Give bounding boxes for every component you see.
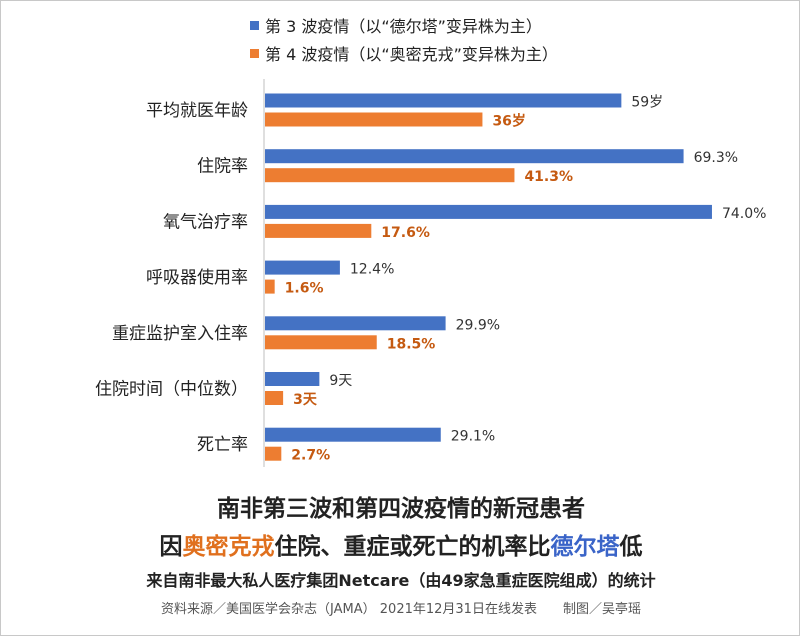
caption-subtitle-middle: 住院、重症或死亡的机率比 [274,534,551,560]
category-label: 住院率 [197,157,248,177]
data-label-wave3: 9天 [329,373,352,389]
legend-item-wave3: 第 3 波疫情（以“德尔塔”变异株为主） [250,13,542,37]
caption-subtitle: 因奥密克戎住院、重症或死亡的机率比德尔塔低 [1,527,800,561]
data-label-wave4: 36岁 [492,113,525,130]
data-label-wave4: 3天 [293,392,318,408]
data-label-wave4: 1.6% [285,281,324,297]
caption-subtitle-suffix: 低 [619,534,643,560]
data-label-wave4: 2.7% [291,448,330,464]
bar-wave3 [265,204,712,219]
data-label-wave3: 29.9% [456,317,500,333]
bar-wave4 [265,112,483,127]
data-label-wave3: 59岁 [631,95,663,111]
category-label: 死亡率 [197,435,248,455]
data-label-wave4: 41.3% [524,169,573,185]
data-label-wave3: 29.1% [451,429,495,445]
bar-wave4 [265,335,377,350]
data-label-wave3: 74.0% [722,206,766,222]
caption-highlight-delta: 德尔塔 [550,534,620,560]
bar-wave4 [265,223,372,238]
legend-label-wave4: 第 4 波疫情（以“奥密克戎”变异株为主） [265,45,558,64]
caption-highlight-omicron: 奥密克戎 [182,534,275,560]
legend-swatch-wave3 [250,20,259,30]
category-label: 呼吸器使用率 [146,267,248,288]
category-label: 重症监护室入住率 [112,324,248,344]
data-label-wave3: 12.4% [350,262,394,278]
caption-subtitle-prefix: 因 [159,534,183,560]
data-label-wave3: 69.3% [694,150,738,166]
caption-credit: 资料来源／美国医学会杂志（JAMA） 2021年12月31日在线发表 制图／吴亭… [161,602,641,617]
bar-wave3 [265,427,441,442]
legend-swatch-wave4 [250,48,259,58]
caption-title: 南非第三波和第四波疫情的新冠患者 [217,496,585,522]
bar-wave3 [265,260,340,275]
bar-wave4 [265,279,275,294]
bar-wave3 [265,372,320,386]
data-label-wave4: 18.5% [387,336,436,352]
legend-item-wave4: 第 4 波疫情（以“奥密克戎”变异株为主） [250,41,558,65]
category-label: 氧气治疗率 [163,212,248,232]
category-label: 住院时间（中位数） [95,380,248,400]
bar-wave4 [265,391,284,405]
caption-source-note: 来自南非最大私人医疗集团Netcare（由49家急重症医院组成）的统计 [146,571,656,590]
bar-wave3 [265,149,684,164]
bar-wave4 [265,168,515,183]
bar-wave4 [265,446,282,461]
data-label-wave4: 17.6% [381,225,430,241]
bar-wave3 [265,93,622,108]
category-label: 平均就医年龄 [146,101,248,121]
bar-wave3 [265,316,446,331]
legend-label-wave3: 第 3 波疫情（以“德尔塔”变异株为主） [265,17,542,36]
